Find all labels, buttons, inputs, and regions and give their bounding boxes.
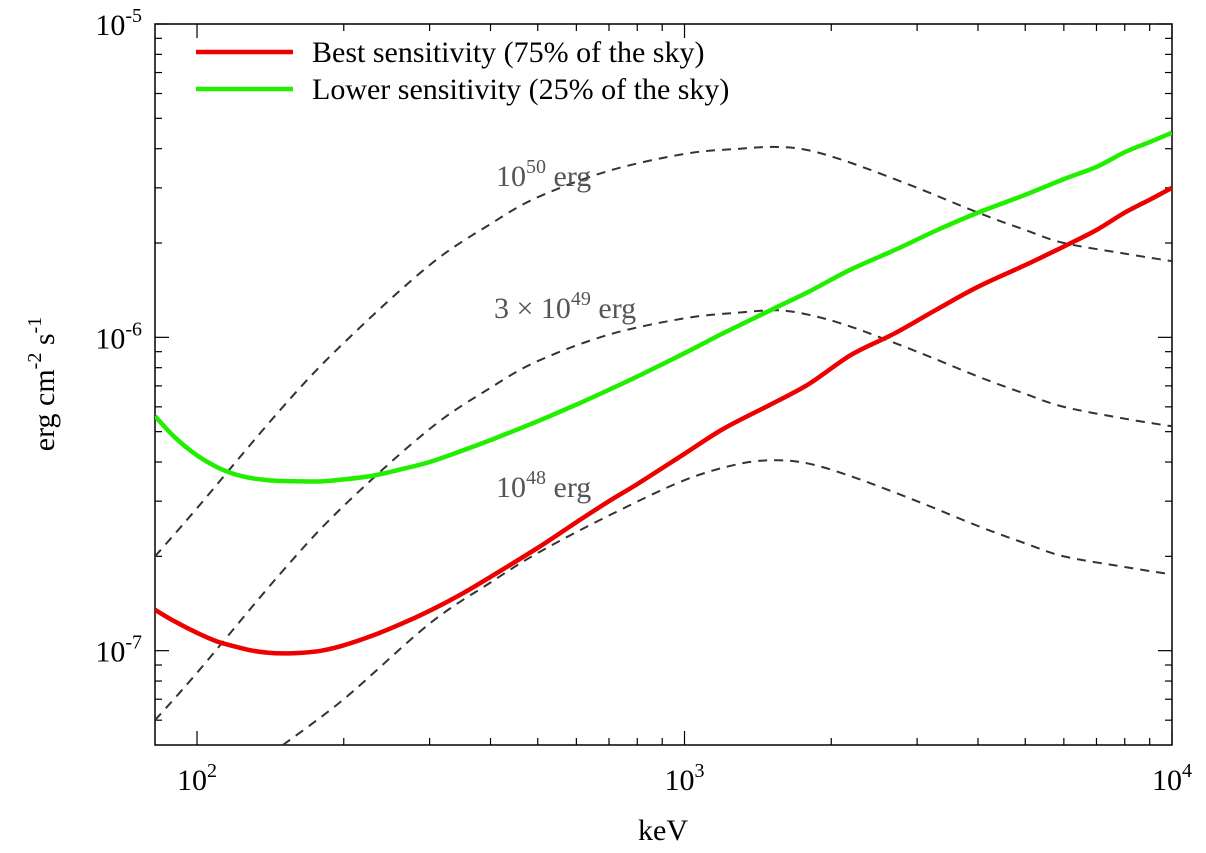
x-tick-label: 103 [665, 760, 705, 797]
legend-label: Lower sensitivity (25% of the sky) [312, 73, 729, 106]
legend-label: Best sensitivity (75% of the sky) [312, 36, 704, 69]
curve-label: 1048 erg [496, 467, 591, 504]
x-axis-label: keV [638, 814, 688, 847]
energy-curve-3 [155, 309, 1172, 721]
legend: Best sensitivity (75% of the sky) Lower s… [196, 36, 729, 106]
x-tick-label: 102 [177, 760, 217, 797]
curve-label: 3 × 1049 erg [494, 288, 636, 325]
tick-labels: 102 103 104 10-7 10-6 10-5 [95, 5, 1192, 797]
y-tick-label: 10-7 [95, 632, 142, 669]
y-axis-label-text: erg cm-2​ s-1​ [24, 317, 61, 451]
energy-curve-4 [282, 459, 1172, 745]
sensitivity-curve-0 [155, 185, 1172, 656]
y-axis-label: erg cm-2​ s-1​ [24, 317, 61, 451]
axis-ticks [155, 23, 1173, 745]
x-tick-label: 104 [1152, 760, 1192, 797]
y-tick-label: 10-5 [95, 5, 142, 42]
curve-label: 1050 erg [496, 156, 591, 193]
energy-curve-2 [155, 145, 1172, 558]
curve-annotations: 1050 erg 3 × 1049 erg 1048 erg [494, 156, 636, 504]
plot-frame [154, 23, 1173, 746]
y-tick-label: 10-6 [95, 318, 142, 355]
plot-area [155, 130, 1172, 745]
sensitivity-curve-1 [155, 130, 1172, 484]
